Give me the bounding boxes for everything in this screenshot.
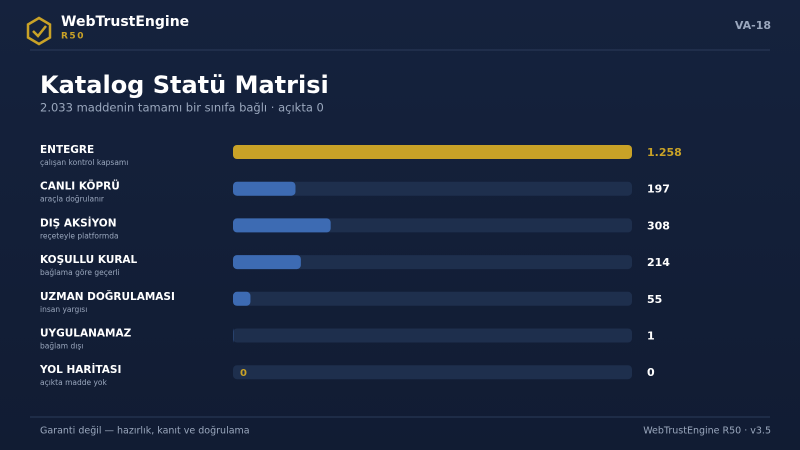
zero-label: 0 — [240, 368, 247, 379]
logo — [26, 16, 52, 46]
category-description: açıkta madde yok — [40, 378, 108, 387]
bar — [233, 181, 296, 196]
category-label: CANLI KÖPRÜ — [40, 179, 120, 193]
bar — [233, 291, 251, 306]
category-label: YOL HARİTASI — [39, 362, 121, 376]
value-label: 1 — [647, 330, 655, 343]
value-label: 1.258 — [647, 146, 682, 159]
category-description: reçeteyle platformda — [40, 231, 119, 240]
bar-chart: ENTEGRE çalışan kontrol kapsamı 1.258 CANLI… — [39, 144, 682, 387]
bar-track — [233, 328, 632, 343]
category-description: çalışan kontrol kapsamı — [40, 158, 128, 167]
subtitle: 2.033 maddenin tamamı bir sınıfa bağlı ·… — [40, 101, 324, 115]
category-description: araçla doğrulanır — [40, 195, 105, 204]
category-description: bağlama göre geçerli — [40, 268, 120, 277]
code: VA-18 — [735, 19, 771, 32]
bar-track — [233, 255, 632, 270]
bar — [233, 218, 331, 233]
category-description: insan yargısı — [40, 305, 87, 314]
bar — [233, 145, 632, 159]
value-label: 214 — [647, 256, 670, 269]
bar — [233, 255, 301, 270]
footer-left: Garanti değil — hazırlık, kanıt ve doğru… — [40, 426, 250, 437]
footer-right: WebTrustEngine R50 · v3.5 — [643, 426, 771, 437]
value-label: 0 — [647, 366, 655, 379]
bar-track — [233, 218, 632, 233]
category-label: UZMAN DOĞRULAMASI — [40, 290, 175, 303]
category-label: ENTEGRE — [40, 144, 94, 156]
release: R50 — [61, 32, 85, 42]
title: Katalog Statü Matrisi — [40, 71, 329, 99]
bar-track — [233, 181, 632, 196]
bar-track — [233, 291, 632, 306]
category-label: DIŞ AKSİYON — [40, 215, 117, 229]
category-description: bağlam dışı — [40, 342, 83, 351]
bar-track — [233, 365, 632, 380]
value-label: 55 — [647, 293, 662, 306]
category-label: UYGULANAMAZ — [40, 328, 132, 340]
brand: WebTrustEngine — [61, 14, 189, 30]
category-label: KOŞULLU KURAL — [40, 254, 138, 266]
value-label: 308 — [647, 219, 670, 232]
value-label: 197 — [647, 183, 670, 196]
